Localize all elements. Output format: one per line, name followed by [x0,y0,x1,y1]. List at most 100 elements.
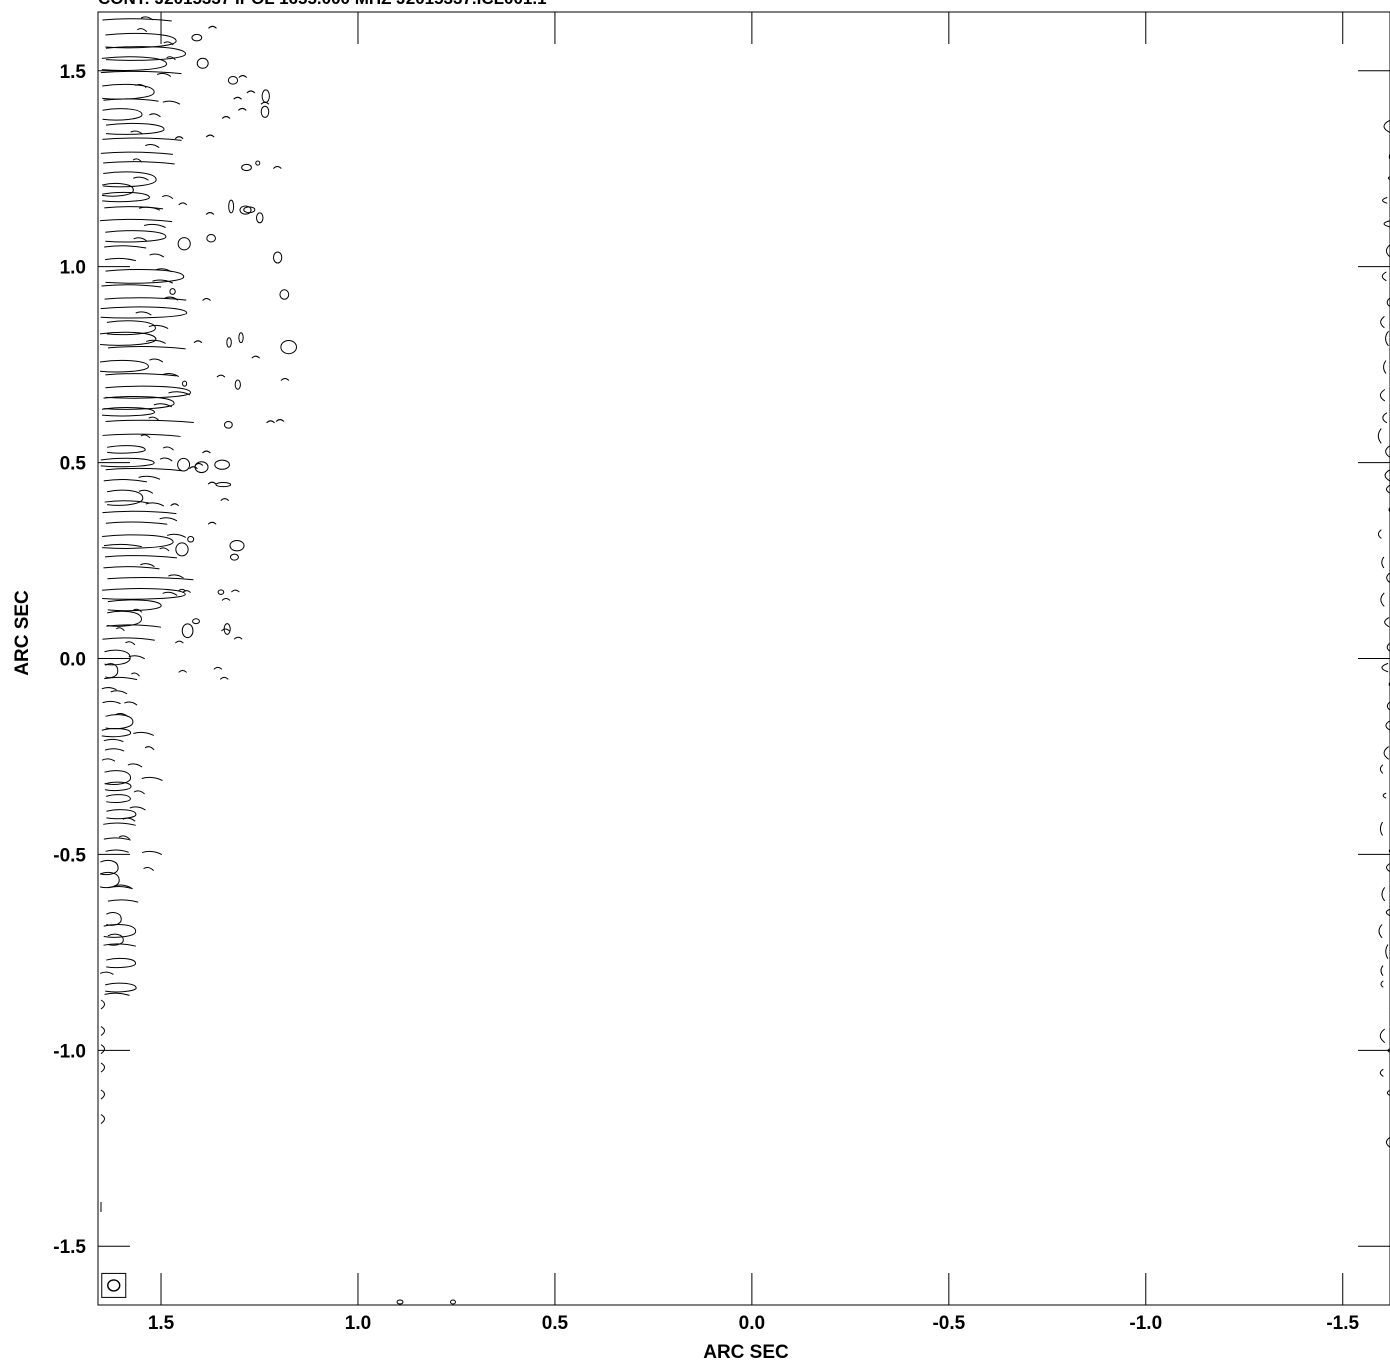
contour-arc [246,90,256,94]
contour-dash [143,867,154,871]
contour-dash [133,176,149,181]
contour-arc [202,298,211,301]
contour-dash [153,403,173,408]
edge-wiggle [100,1026,105,1036]
edge-contour [102,108,143,121]
contour-dash [114,884,132,889]
edge-wiggle [100,1044,105,1055]
contour-arc [205,134,215,138]
contour-blob [228,199,235,214]
contour-dash [110,690,128,695]
contour-blob [243,206,256,214]
edge-contour [100,306,188,319]
edge-contour [104,649,131,666]
contour-lines [99,16,1390,1305]
contour-dash [149,253,165,258]
contour-dash [144,223,166,228]
contour-blob [181,623,194,639]
contour-blob [177,237,191,251]
right-edge-arc [1385,720,1390,731]
contour-blob [255,160,261,166]
right-edge-arc [1385,908,1390,917]
right-edge-arc [1381,887,1386,902]
right-edge-arc [1379,1028,1386,1043]
contour-dash [129,806,146,811]
edge-streak [107,886,133,890]
x-tick-label: 1.0 [345,1313,371,1334]
contour-arc [280,377,290,381]
contour-dash [128,655,146,660]
contour-dash [149,358,164,363]
contour-arc [175,640,184,644]
contour-blob [450,1299,456,1305]
right-edge-arc [1381,662,1389,673]
right-edge-arc [1388,506,1390,513]
edge-contour [99,359,149,373]
contour-dash [168,391,191,396]
edge-streak [103,161,175,165]
edge-streak [105,467,182,472]
contour-dash [162,591,178,596]
right-edge-arc [1378,924,1383,939]
right-edge-arc [1379,764,1384,774]
contour-arc [221,116,231,119]
contour-dash [133,731,154,736]
edge-wiggle [100,1062,105,1073]
right-edge-arc [1386,1089,1390,1096]
right-edge-arc [1385,1136,1390,1148]
edge-contour [106,320,156,336]
contour-arc [233,636,243,640]
edge-wiggle [100,999,105,1010]
contour-dash [168,574,184,579]
edge-streak [105,419,194,423]
contour-arc [207,521,217,525]
edge-streak [101,758,116,762]
contour-dash [144,746,155,751]
edge-streak [103,738,124,743]
contour-dash [141,776,163,781]
y-tick-label: 1.5 [60,62,87,83]
contour-dash [140,563,155,568]
edge-contour [100,331,157,346]
contour-dash [138,489,154,494]
edge-contour [106,809,137,820]
right-edge-arc [1377,428,1382,444]
right-edge-arc [1379,1068,1384,1077]
contour-dash [116,627,125,632]
edge-streak [105,521,168,525]
contour-arc [174,136,184,140]
edge-streak [106,624,162,628]
contour-blob [223,420,233,429]
edge-contour [102,83,155,100]
contour-dash [162,372,179,377]
edge-streak [102,433,181,437]
contour-blob [260,105,270,118]
y-tick-label: -1.5 [53,1237,86,1258]
edge-contour [104,781,132,792]
contour-arc [213,666,223,670]
contour-arc [219,676,229,680]
contour-arc [260,101,270,105]
contour-blob [227,75,239,85]
right-edge-arc [1388,152,1390,161]
contour-dash [132,608,143,613]
contour-blob [214,459,230,470]
contour-blob [239,205,252,215]
edge-streak [102,137,182,141]
contour-blob [215,482,232,488]
contour-arc [272,166,282,169]
edge-contour [104,770,132,785]
contour-dash [132,158,143,163]
contour-dash [131,672,140,677]
edge-contour [102,534,174,549]
right-edge-arc [1386,642,1390,652]
edge-streak [103,479,147,483]
right-edge-arc [1379,389,1386,402]
beam-box [101,1272,127,1298]
contour-dash [125,641,136,646]
right-edge-arc [1387,1048,1390,1053]
contour-dash [166,533,187,538]
edge-streak [104,500,150,504]
edge-contour [99,871,120,889]
